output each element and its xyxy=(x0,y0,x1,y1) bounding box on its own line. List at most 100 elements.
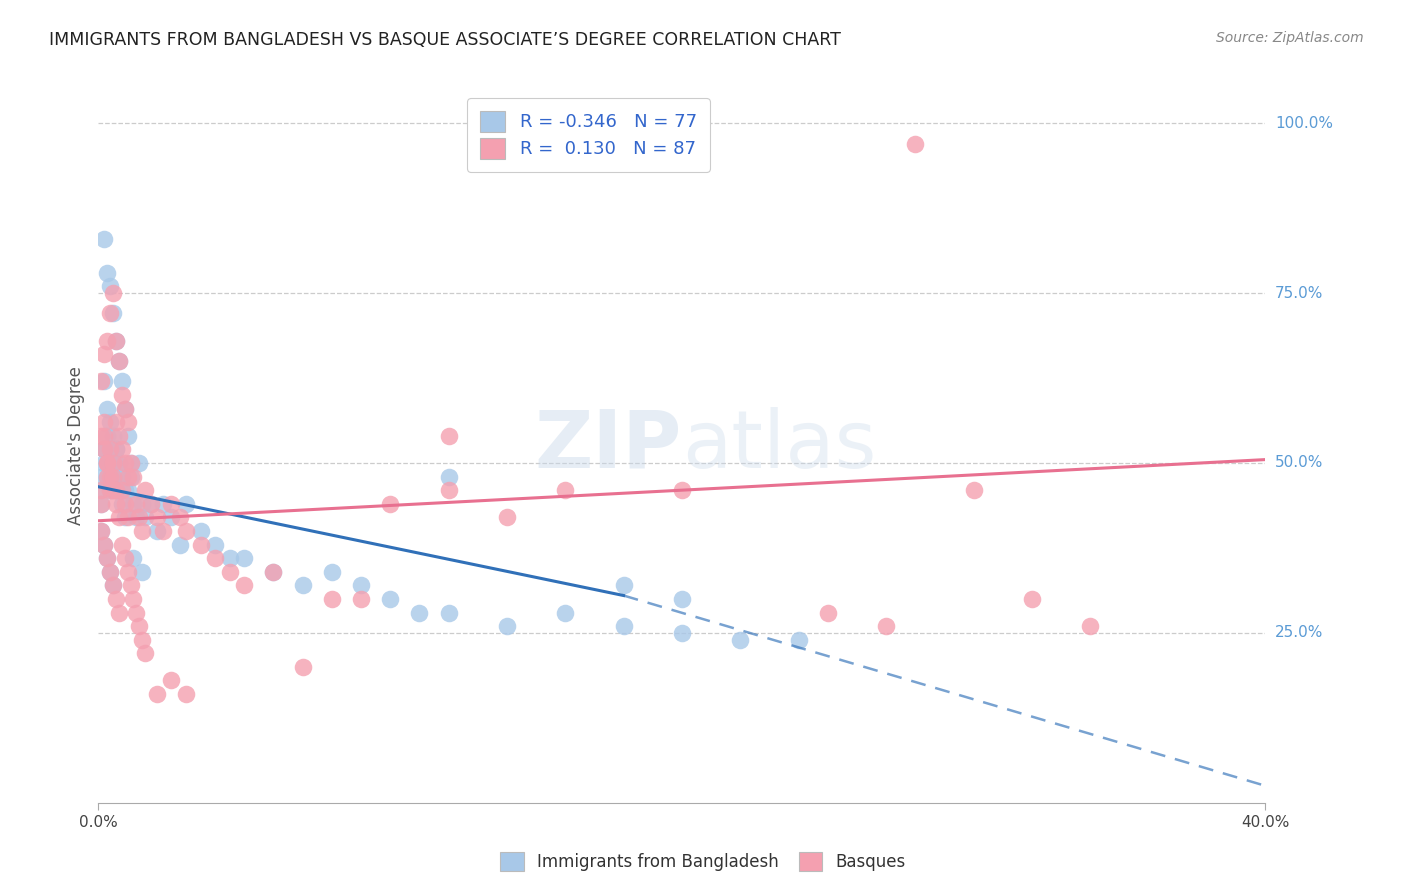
Point xyxy=(962,483,984,498)
Point xyxy=(93,429,115,443)
Point xyxy=(93,347,115,361)
Point xyxy=(120,456,142,470)
Point xyxy=(101,578,124,592)
Point xyxy=(437,606,460,620)
Point xyxy=(93,537,115,551)
Point xyxy=(90,429,112,443)
Point xyxy=(190,537,212,551)
Point xyxy=(96,266,118,280)
Point xyxy=(174,497,197,511)
Point xyxy=(190,524,212,538)
Point xyxy=(114,551,136,566)
Text: 75.0%: 75.0% xyxy=(1275,285,1323,301)
Point xyxy=(111,442,134,457)
Point xyxy=(96,456,118,470)
Point xyxy=(98,306,121,320)
Point xyxy=(204,537,226,551)
Text: atlas: atlas xyxy=(682,407,876,485)
Point xyxy=(146,510,169,524)
Point xyxy=(117,469,139,483)
Point xyxy=(139,497,162,511)
Text: IMMIGRANTS FROM BANGLADESH VS BASQUE ASSOCIATE’S DEGREE CORRELATION CHART: IMMIGRANTS FROM BANGLADESH VS BASQUE ASS… xyxy=(49,31,841,49)
Point xyxy=(160,510,183,524)
Point xyxy=(437,429,460,443)
Point xyxy=(93,537,115,551)
Point xyxy=(101,286,124,301)
Point xyxy=(90,469,112,483)
Point xyxy=(90,483,112,498)
Point xyxy=(817,606,839,620)
Point xyxy=(98,483,121,498)
Point xyxy=(96,469,118,483)
Point xyxy=(378,591,402,606)
Point xyxy=(96,456,118,470)
Point xyxy=(96,551,118,566)
Point xyxy=(122,551,145,566)
Point xyxy=(96,551,118,566)
Point xyxy=(98,565,121,579)
Point xyxy=(101,578,124,592)
Point xyxy=(96,334,118,348)
Point xyxy=(321,565,343,579)
Point xyxy=(262,565,284,579)
Point xyxy=(128,510,150,524)
Point xyxy=(111,537,134,551)
Point xyxy=(134,510,156,524)
Point xyxy=(291,660,314,674)
Point xyxy=(875,619,897,633)
Point xyxy=(554,483,576,498)
Point xyxy=(90,483,112,498)
Point xyxy=(90,375,112,389)
Point xyxy=(101,483,124,498)
Point xyxy=(233,551,256,566)
Point xyxy=(904,136,927,151)
Point xyxy=(98,469,121,483)
Text: 25.0%: 25.0% xyxy=(1275,625,1323,640)
Point xyxy=(122,591,145,606)
Point xyxy=(1021,591,1043,606)
Point xyxy=(93,415,115,429)
Point xyxy=(262,565,284,579)
Point xyxy=(131,565,153,579)
Point xyxy=(174,687,197,701)
Point xyxy=(111,375,134,389)
Point xyxy=(134,646,156,660)
Point xyxy=(160,673,183,688)
Point xyxy=(146,687,169,701)
Point xyxy=(139,497,162,511)
Point xyxy=(495,619,517,633)
Point xyxy=(104,483,127,498)
Point xyxy=(350,578,373,592)
Point xyxy=(93,442,115,457)
Point xyxy=(104,334,127,348)
Point xyxy=(93,375,115,389)
Point xyxy=(1080,619,1102,633)
Text: Source: ZipAtlas.com: Source: ZipAtlas.com xyxy=(1216,31,1364,45)
Point xyxy=(131,632,153,647)
Point xyxy=(125,606,148,620)
Legend: Immigrants from Bangladesh, Basques: Immigrants from Bangladesh, Basques xyxy=(492,843,914,880)
Point xyxy=(108,510,131,524)
Point xyxy=(98,415,121,429)
Point xyxy=(495,510,517,524)
Point xyxy=(108,483,131,498)
Point xyxy=(96,456,118,470)
Point xyxy=(117,510,139,524)
Point xyxy=(218,551,240,566)
Point xyxy=(104,497,127,511)
Point xyxy=(101,456,124,470)
Point xyxy=(93,456,115,470)
Point xyxy=(152,497,174,511)
Point xyxy=(218,565,240,579)
Point xyxy=(169,510,191,524)
Point xyxy=(96,401,118,416)
Point xyxy=(90,524,112,538)
Point xyxy=(114,456,136,470)
Point xyxy=(98,483,121,498)
Point xyxy=(114,497,136,511)
Point xyxy=(169,537,191,551)
Point xyxy=(554,606,576,620)
Point xyxy=(98,279,121,293)
Point xyxy=(90,497,112,511)
Text: 100.0%: 100.0% xyxy=(1275,116,1333,131)
